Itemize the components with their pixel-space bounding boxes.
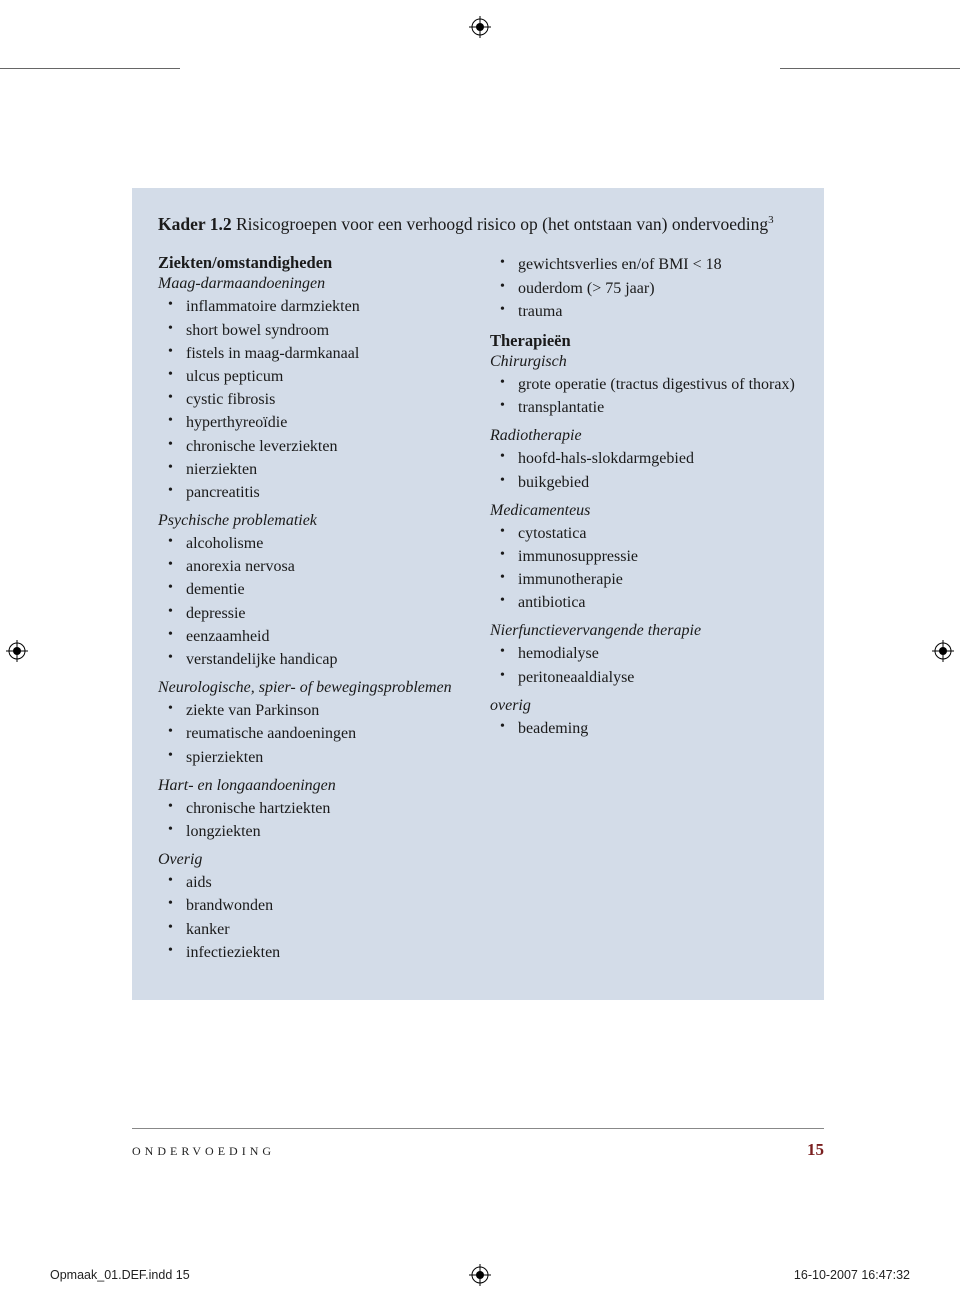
list-item: chronische hartziekten: [158, 797, 466, 820]
crop-mark-top: [0, 68, 960, 69]
sub-heading: Neurologische, spier- of bewegingsproble…: [158, 679, 466, 697]
registration-mark-icon: [6, 640, 28, 662]
list-item: antibiotica: [490, 591, 798, 614]
item-list: cytostaticaimmunosuppressieimmunotherapi…: [490, 522, 798, 615]
list-item: transplantatie: [490, 396, 798, 419]
sub-heading: Nierfunctievervangende therapie: [490, 622, 798, 640]
list-item: cytostatica: [490, 522, 798, 545]
list-item: peritoneaaldialyse: [490, 666, 798, 689]
footer: ONDERVOEDING 15: [132, 1140, 824, 1160]
list-item: eenzaamheid: [158, 625, 466, 648]
list-item: hoofd-hals-slokdarmgebied: [490, 447, 798, 470]
list-item: dementie: [158, 578, 466, 601]
sub-heading: Chirurgisch: [490, 353, 798, 371]
registration-mark-icon: [469, 16, 491, 38]
imprint-timestamp: 16-10-2007 16:47:32: [794, 1268, 910, 1282]
list-item: fistels in maag-darmkanaal: [158, 342, 466, 365]
list-item: kanker: [158, 918, 466, 941]
list-item: ziekte van Parkinson: [158, 699, 466, 722]
page-number: 15: [807, 1140, 824, 1160]
list-item: inflammatoire darmziekten: [158, 295, 466, 318]
item-list: grote operatie (tractus digestivus of th…: [490, 373, 798, 419]
item-list: hemodialyseperitoneaaldialyse: [490, 642, 798, 688]
list-item: reumatische aandoeningen: [158, 722, 466, 745]
list-item: hyperthyreoïdie: [158, 411, 466, 434]
item-list: chronische hartziektenlongziekten: [158, 797, 466, 843]
list-item: longziekten: [158, 820, 466, 843]
kader-title: Kader 1.2 Risicogroepen voor een verhoog…: [158, 212, 798, 237]
kader-box: Kader 1.2 Risicogroepen voor een verhoog…: [132, 188, 824, 1000]
item-list: beademing: [490, 717, 798, 740]
sub-heading: Hart- en longaandoeningen: [158, 777, 466, 795]
list-item: grote operatie (tractus digestivus of th…: [490, 373, 798, 396]
list-item: chronische leverziekten: [158, 435, 466, 458]
sub-heading: Radiotherapie: [490, 427, 798, 445]
list-item: immunotherapie: [490, 568, 798, 591]
list-item: depressie: [158, 602, 466, 625]
right-column: gewichtsverlies en/of BMI < 18ouderdom (…: [490, 253, 798, 972]
item-list: hoofd-hals-slokdarmgebiedbuikgebied: [490, 447, 798, 493]
section-heading: Therapieën: [490, 331, 798, 351]
sub-heading: Psychische problematiek: [158, 512, 466, 530]
left-column: Ziekten/omstandigheden Maag-darmaandoeni…: [158, 253, 466, 972]
list-item: brandwonden: [158, 894, 466, 917]
kader-title-rest: Risicogroepen voor een verhoogd risico o…: [232, 214, 769, 234]
list-item: pancreatitis: [158, 481, 466, 504]
list-item: short bowel syndroom: [158, 319, 466, 342]
kader-title-sup: 3: [768, 214, 774, 226]
item-list: alcoholismeanorexia nervosadementiedepre…: [158, 532, 466, 671]
footer-rule: [132, 1128, 824, 1129]
list-item: anorexia nervosa: [158, 555, 466, 578]
list-item: verstandelijke handicap: [158, 648, 466, 671]
kader-title-prefix: Kader 1.2: [158, 214, 232, 234]
section-heading: Ziekten/omstandigheden: [158, 253, 466, 273]
footer-section-label: ONDERVOEDING: [132, 1144, 275, 1159]
sub-heading: Overig: [158, 851, 466, 869]
list-item: ouderdom (> 75 jaar): [490, 277, 798, 300]
list-item: beademing: [490, 717, 798, 740]
list-item: gewichtsverlies en/of BMI < 18: [490, 253, 798, 276]
list-item: buikgebied: [490, 471, 798, 494]
list-item: immunosuppressie: [490, 545, 798, 568]
sub-heading: Medicamenteus: [490, 502, 798, 520]
registration-mark-icon: [932, 640, 954, 662]
sub-heading: overig: [490, 697, 798, 715]
list-item: infectieziekten: [158, 941, 466, 964]
item-list: inflammatoire darmziektenshort bowel syn…: [158, 295, 466, 504]
list-item: ulcus pepticum: [158, 365, 466, 388]
list-item: cystic fibrosis: [158, 388, 466, 411]
item-list: aidsbrandwondenkankerinfectieziekten: [158, 871, 466, 964]
list-item: spierziekten: [158, 746, 466, 769]
item-list: gewichtsverlies en/of BMI < 18ouderdom (…: [490, 253, 798, 323]
list-item: alcoholisme: [158, 532, 466, 555]
list-item: hemodialyse: [490, 642, 798, 665]
list-item: trauma: [490, 300, 798, 323]
columns: Ziekten/omstandigheden Maag-darmaandoeni…: [158, 253, 798, 972]
sub-heading: Maag-darmaandoeningen: [158, 275, 466, 293]
page: Kader 1.2 Risicogroepen voor een verhoog…: [0, 0, 960, 1302]
list-item: nierziekten: [158, 458, 466, 481]
item-list: ziekte van Parkinsonreumatische aandoeni…: [158, 699, 466, 769]
imprint-file: Opmaak_01.DEF.indd 15: [50, 1268, 190, 1282]
list-item: aids: [158, 871, 466, 894]
imprint-line: Opmaak_01.DEF.indd 15 16-10-2007 16:47:3…: [50, 1268, 910, 1282]
